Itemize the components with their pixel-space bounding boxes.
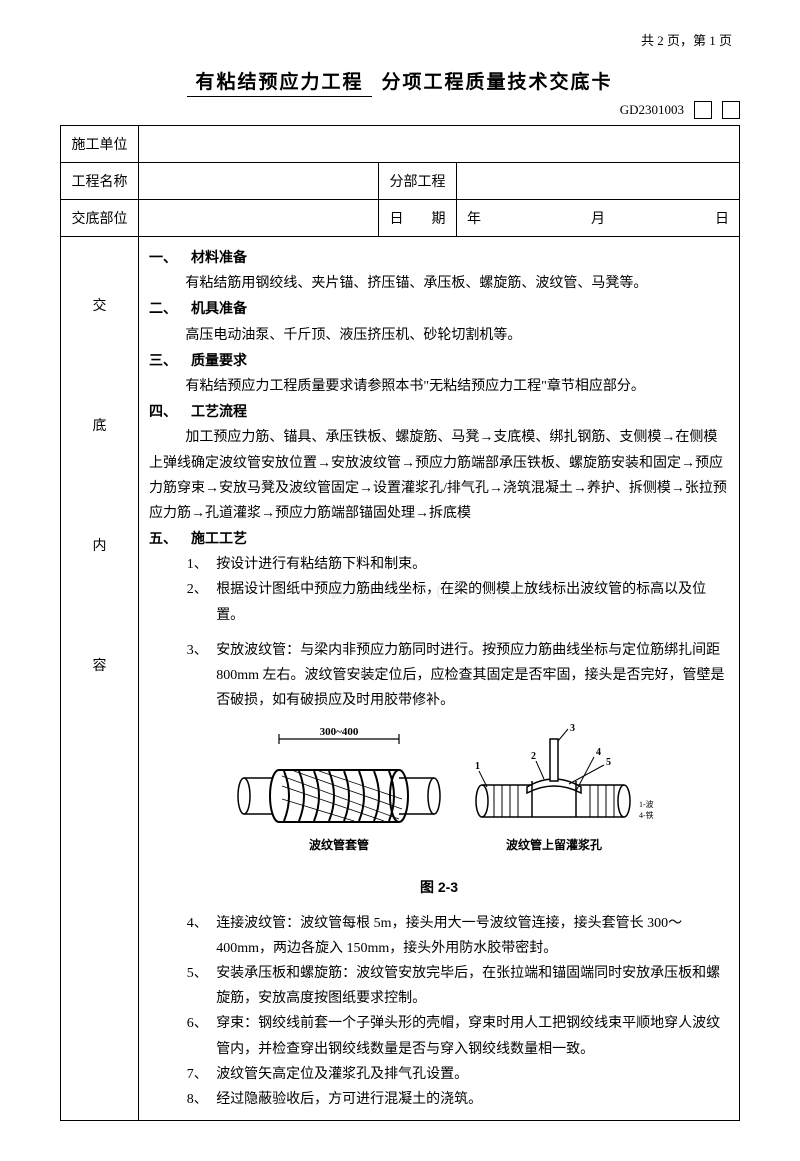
list-item: 4、连接波纹管：波纹管每根 5m，接头用大一号波纹管连接，接头套管长 300～4… bbox=[185, 911, 729, 961]
checkbox-1 bbox=[694, 101, 712, 119]
figure-caption: 图 2-3 bbox=[149, 875, 729, 900]
content-cell: 一、材料准备 有粘结筋用钢绞线、夹片锚、挤压锚、承压板、螺旋筋、波纹管、马凳等。… bbox=[139, 237, 740, 1121]
section-2-body: 高压电动油泵、千斤顶、液压挤压机、砂轮切割机等。 bbox=[149, 323, 729, 348]
form-table: 施工单位 工程名称 分部工程 交底部位 日 期 年 月 日 交 底 内 容 一、… bbox=[60, 125, 740, 1121]
form-code: GD2301003 bbox=[620, 102, 684, 118]
label-project: 工程名称 bbox=[61, 163, 139, 200]
svg-text:1: 1 bbox=[475, 761, 480, 772]
figure-2-3: 300~400 bbox=[149, 721, 729, 900]
field-unit bbox=[139, 126, 740, 163]
fig-legend-2: 4-铁丝扎牢 5-海绵垫 bbox=[639, 810, 654, 820]
field-project bbox=[139, 163, 379, 200]
label-subproject: 分部工程 bbox=[379, 163, 457, 200]
figure-svg: 300~400 bbox=[224, 721, 654, 871]
svg-text:5: 5 bbox=[606, 757, 611, 768]
checkbox-2 bbox=[722, 101, 740, 119]
list-item: 3、安放波纹管：与梁内非预应力筋同时进行。按预应力筋曲线坐标与定位筋绑扎间距80… bbox=[185, 638, 729, 714]
section-4-body: 加工预应力筋、锚具、承压铁板、螺旋筋、马凳→支底模、绑扎钢筋、支侧模→在侧模上弹… bbox=[149, 425, 729, 526]
fig-dim: 300~400 bbox=[320, 726, 359, 738]
field-subproject bbox=[457, 163, 740, 200]
doc-title: 有粘结预应力工程 分项工程质量技术交底卡 bbox=[60, 67, 740, 97]
svg-text:4: 4 bbox=[596, 747, 601, 758]
label-date: 日 期 bbox=[379, 200, 457, 237]
item-3: 3、安放波纹管：与梁内非预应力筋同时进行。按预应力筋曲线坐标与定位筋绑扎间距80… bbox=[149, 638, 729, 714]
section-3-body: 有粘结预应力工程质量要求请参照本书"无粘结预应力工程"章节相应部分。 bbox=[149, 374, 729, 399]
sidebar-char-2: 底 bbox=[71, 365, 128, 485]
section-1-body: 有粘结筋用钢绞线、夹片锚、挤压锚、承压板、螺旋筋、波纹管、马凳等。 bbox=[149, 271, 729, 296]
item-list-bottom: 4、连接波纹管：波纹管每根 5m，接头用大一号波纹管连接，接头套管长 300～4… bbox=[149, 911, 729, 1113]
title-underline: 有粘结预应力工程 bbox=[187, 67, 371, 97]
fig-right-caption: 波纹管上留灌浆孔 bbox=[506, 837, 602, 852]
pager: 共 2 页，第 1 页 bbox=[60, 30, 740, 49]
svg-text:3: 3 bbox=[570, 723, 575, 734]
item-list-top: 1、按设计进行有粘结筋下料和制束。 2、根据设计图纸中预应力筋曲线坐标，在梁的侧… bbox=[149, 552, 729, 628]
section-3: 三、质量要求 有粘结预应力工程质量要求请参照本书"无粘结预应力工程"章节相应部分… bbox=[149, 348, 729, 399]
list-item: 5、安装承压板和螺旋筋：波纹管安放完毕后，在张拉端和锚固端同时安放承压板和螺旋筋… bbox=[185, 961, 729, 1011]
code-row: GD2301003 bbox=[60, 101, 740, 119]
label-position: 交底部位 bbox=[61, 200, 139, 237]
field-date: 年 月 日 bbox=[457, 200, 740, 237]
sidebar-char-3: 内 bbox=[71, 485, 128, 605]
sidebar-char-4: 容 bbox=[71, 605, 128, 725]
section-1: 一、材料准备 有粘结筋用钢绞线、夹片锚、挤压锚、承压板、螺旋筋、波纹管、马凳等。 bbox=[149, 245, 729, 296]
title-plain: 分项工程质量技术交底卡 bbox=[382, 67, 613, 94]
list-item: 1、按设计进行有粘结筋下料和制束。 bbox=[185, 552, 729, 577]
section-2: 二、机具准备 高压电动油泵、千斤顶、液压挤压机、砂轮切割机等。 bbox=[149, 296, 729, 347]
fig-legend-1: 1-波纹管 2-塑料弧形压板 3-塑料管 bbox=[639, 799, 654, 809]
sidebar-char-1: 交 bbox=[71, 245, 128, 365]
field-position bbox=[139, 200, 379, 237]
section-4: 四、工艺流程 加工预应力筋、锚具、承压铁板、螺旋筋、马凳→支底模、绑扎钢筋、支侧… bbox=[149, 399, 729, 526]
list-item: 6、穿束：钢绞线前套一个子弹头形的壳帽，穿束时用人工把钢绞线束平顺地穿人波纹管内… bbox=[185, 1011, 729, 1061]
list-item: 2、根据设计图纸中预应力筋曲线坐标，在梁的侧模上放线标出波纹管的标高以及位置。 bbox=[185, 577, 729, 627]
sidebar-label: 交 底 内 容 bbox=[61, 237, 139, 1121]
list-item: 8、经过隐蔽验收后，方可进行混凝土的浇筑。 bbox=[185, 1087, 729, 1112]
fig-left-caption: 波纹管套管 bbox=[309, 837, 369, 852]
label-unit: 施工单位 bbox=[61, 126, 139, 163]
svg-text:2: 2 bbox=[531, 751, 536, 762]
section-5: 五、施工工艺 bbox=[149, 526, 729, 552]
list-item: 7、波纹管矢高定位及灌浆孔及排气孔设置。 bbox=[185, 1062, 729, 1087]
